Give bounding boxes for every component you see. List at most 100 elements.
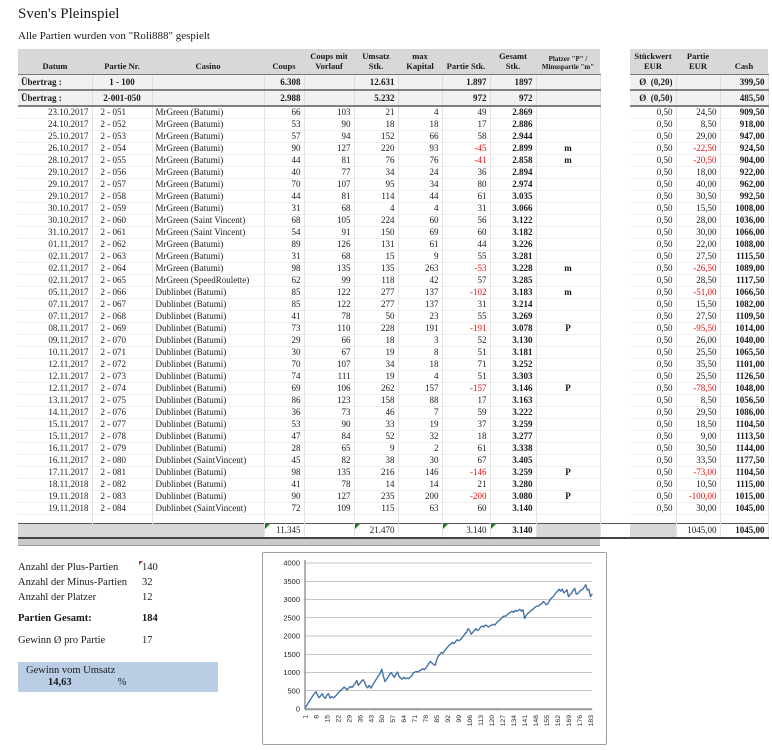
cell-platzer-flag	[536, 202, 601, 215]
table-row: 31.10.2017 2 - 061 MrGreen (Saint Vincen…	[18, 226, 769, 239]
cell-coups: 73	[264, 322, 305, 335]
cell-coups: 28	[264, 442, 305, 455]
cell-partie-nr: 2 - 064	[92, 262, 153, 275]
cell-gesamt-stk: 2.869	[490, 105, 537, 119]
uebertrag-row: Übertrag : 1 - 100 6.308 12.631 1.897 18…	[18, 74, 769, 91]
cell-cash: 399,50	[720, 74, 769, 91]
column-gap	[600, 262, 630, 275]
column-gap	[600, 298, 630, 311]
column-gap	[600, 105, 630, 119]
cell-stueckwert: 0,50	[630, 370, 677, 383]
cell-partie-nr: 2 - 051	[92, 105, 153, 119]
table-row: 05.11.2017 2 - 066 Dublinbet (Batumi) 85…	[18, 286, 769, 299]
cell-cash: 1040,00	[720, 334, 769, 347]
cell-partie-eur: 24,50	[676, 105, 721, 119]
cell-partie-eur: 27,50	[676, 310, 721, 323]
cell-umsatz: 34	[354, 166, 399, 179]
summary-label: Anzahl der Plus-Partien	[18, 561, 119, 573]
cell-umsatz: 52	[354, 430, 399, 443]
cell-vorlauf: 107	[304, 358, 355, 371]
table-row: 29.10.2017 2 - 058 MrGreen (Batumi) 44 8…	[18, 190, 769, 203]
svg-text:15: 15	[324, 714, 331, 722]
cell-datum: 16.11.2017	[18, 442, 93, 455]
summary-row: Gewinn Ø pro Partie 17	[18, 633, 242, 648]
cell-casino: MrGreen (Batumi)	[152, 142, 265, 155]
cell-vorlauf: 81	[304, 190, 355, 203]
cell-max-kapital: 24	[398, 166, 443, 179]
cell-gesamt-stk: 3.285	[490, 274, 537, 287]
cell-max-kapital: 44	[398, 190, 443, 203]
cell-platzer-flag	[536, 334, 601, 347]
cell-umsatz: 46	[354, 406, 399, 419]
table-row: 01.11.2017 2 - 062 MrGreen (Batumi) 89 1…	[18, 238, 769, 251]
cell-umsatz: 235	[354, 490, 399, 503]
svg-text:169: 169	[566, 714, 573, 726]
cell-gesamt-stk: 3.163	[490, 394, 537, 407]
cell-max-kapital: 200	[398, 490, 443, 503]
cell-platzer-flag	[536, 298, 601, 311]
cell-coups: 90	[264, 490, 305, 503]
cell-stueckwert: 0,50	[630, 262, 677, 275]
cell-gesamt-stk: 3.066	[490, 202, 537, 215]
cell-umsatz: 5.232	[354, 89, 399, 107]
cell-coups: 68	[264, 214, 305, 227]
cell-datum: 19.11.2018	[18, 490, 93, 503]
column-gap	[600, 502, 630, 515]
svg-text:155: 155	[544, 714, 551, 726]
cell-umsatz: 18	[354, 118, 399, 131]
cell-partie-nr: 2 - 068	[92, 310, 153, 323]
cell-vorlauf: 68	[304, 250, 355, 263]
cell-datum: 02.11.2017	[18, 250, 93, 263]
cell-partie-nr: 2 - 067	[92, 298, 153, 311]
cell-stueckwert: 0,50	[630, 130, 677, 143]
cell-partie-nr: 2 - 071	[92, 346, 153, 359]
cell-gesamt-stk: 3.405	[490, 454, 537, 467]
cell-partie-stk: 36	[442, 166, 491, 179]
cell-max-kapital: 7	[398, 406, 443, 419]
cell-partie-eur: 25,50	[676, 370, 721, 383]
column-gap	[600, 118, 630, 131]
table-row: 12.11.2017 2 - 074 Dublinbet (Batumi) 69…	[18, 382, 769, 395]
cell-coups: 69	[264, 382, 305, 395]
table-row: 29.10.2017 2 - 057 MrGreen (Batumi) 70 1…	[18, 178, 769, 191]
cell-max-kapital: 146	[398, 466, 443, 479]
cell-partie-stk: 52	[442, 334, 491, 347]
cell-stueckwert: 0,50	[630, 105, 677, 119]
svg-text:1000: 1000	[283, 668, 300, 677]
svg-text:106: 106	[467, 714, 474, 726]
cell-coups: 40	[264, 166, 305, 179]
header-coups-mit-vorlauf: Coups mit Vorlauf	[304, 49, 354, 75]
cell-partie-stk: -157	[442, 382, 491, 395]
cell-casino: MrGreen (SpeedRoulette)	[152, 274, 265, 287]
svg-text:127: 127	[500, 714, 507, 726]
column-gap	[600, 250, 630, 263]
cell-partie-nr: 2 - 061	[92, 226, 153, 239]
cell-datum: 05.11.2017	[18, 286, 93, 299]
cell-platzer-flag: P	[536, 490, 601, 503]
cell-cash: 1104,50	[720, 418, 769, 431]
total-stueckwert-empty	[630, 522, 677, 539]
column-gap	[600, 274, 630, 287]
summary-label: Partien Gesamt:	[18, 612, 92, 624]
cell-partie-eur: 29,50	[676, 406, 721, 419]
cell-partie-nr: 2 - 056	[92, 166, 153, 179]
cell-partie-eur: 29,00	[676, 130, 721, 143]
cell-gesamt-stk: 3.259	[490, 418, 537, 431]
cell-gesamt-stk: 3.259	[490, 466, 537, 479]
total-gesamt-stk: 3.140	[490, 522, 537, 539]
cell-partie-nr: 2 - 054	[92, 142, 153, 155]
cell-cash: 1066,50	[720, 286, 769, 299]
cell-partie-nr: 2 - 069	[92, 322, 153, 335]
summary-panel: Anzahl der Plus-Partien 140 Anzahl der M…	[18, 552, 242, 692]
cell-vorlauf: 77	[304, 166, 355, 179]
cell-platzer-flag	[536, 418, 601, 431]
cell-gesamt-stk: 2.944	[490, 130, 537, 143]
svg-text:22: 22	[335, 714, 342, 722]
cell-stueckwert: 0,50	[630, 382, 677, 395]
cell-datum: 02.11.2017	[18, 274, 93, 287]
cell-max-kapital: 14	[398, 478, 443, 491]
cell-coups: 74	[264, 370, 305, 383]
column-gap	[600, 226, 630, 239]
cell-platzer-flag	[536, 478, 601, 491]
cell-cash: 1056,50	[720, 394, 769, 407]
